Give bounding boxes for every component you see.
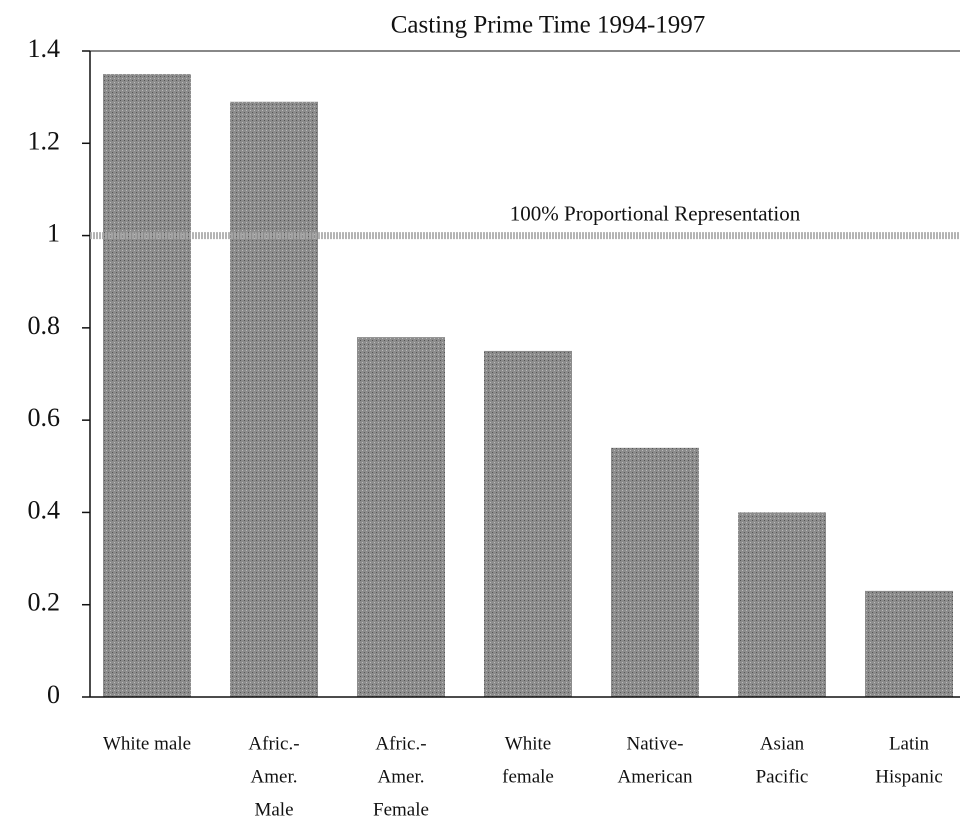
- y-tick-label: 1: [47, 219, 60, 248]
- x-tick-label: Female: [373, 799, 429, 820]
- x-tick-label: female: [502, 766, 554, 787]
- x-tick-label: Afric.-: [248, 733, 299, 754]
- x-tick-label: Male: [254, 799, 293, 820]
- bar: [357, 337, 445, 697]
- chart-title: Casting Prime Time 1994-1997: [391, 12, 706, 39]
- x-tick-label: American: [618, 766, 693, 787]
- bar: [611, 447, 699, 697]
- x-tick-label: White: [505, 733, 551, 754]
- reference-label: 100% Proportional Representation: [510, 201, 801, 225]
- bar: [103, 74, 191, 698]
- x-tick-label: Asian: [760, 733, 805, 754]
- y-tick-label: 0: [47, 680, 60, 709]
- x-tick-label: Hispanic: [875, 766, 943, 787]
- bar: [738, 512, 826, 697]
- x-tick-label: Native-: [627, 733, 684, 754]
- x-tick-label: Amer.: [251, 766, 298, 787]
- x-tick-label: Latin: [889, 733, 930, 754]
- bar: [484, 350, 572, 697]
- bar: [865, 590, 953, 697]
- y-tick-label: 1.4: [28, 34, 61, 63]
- x-tick-label: White male: [103, 733, 191, 754]
- y-tick-label: 0.8: [28, 311, 61, 340]
- x-tick-label: Amer.: [378, 766, 425, 787]
- bar: [230, 101, 318, 697]
- x-tick-label: Pacific: [756, 766, 809, 787]
- y-tick-label: 0.2: [28, 588, 61, 617]
- x-tick-label: Afric.-: [375, 733, 426, 754]
- y-tick-label: 0.4: [28, 495, 61, 524]
- y-tick-label: 1.2: [28, 126, 61, 155]
- y-tick-label: 0.6: [28, 403, 61, 432]
